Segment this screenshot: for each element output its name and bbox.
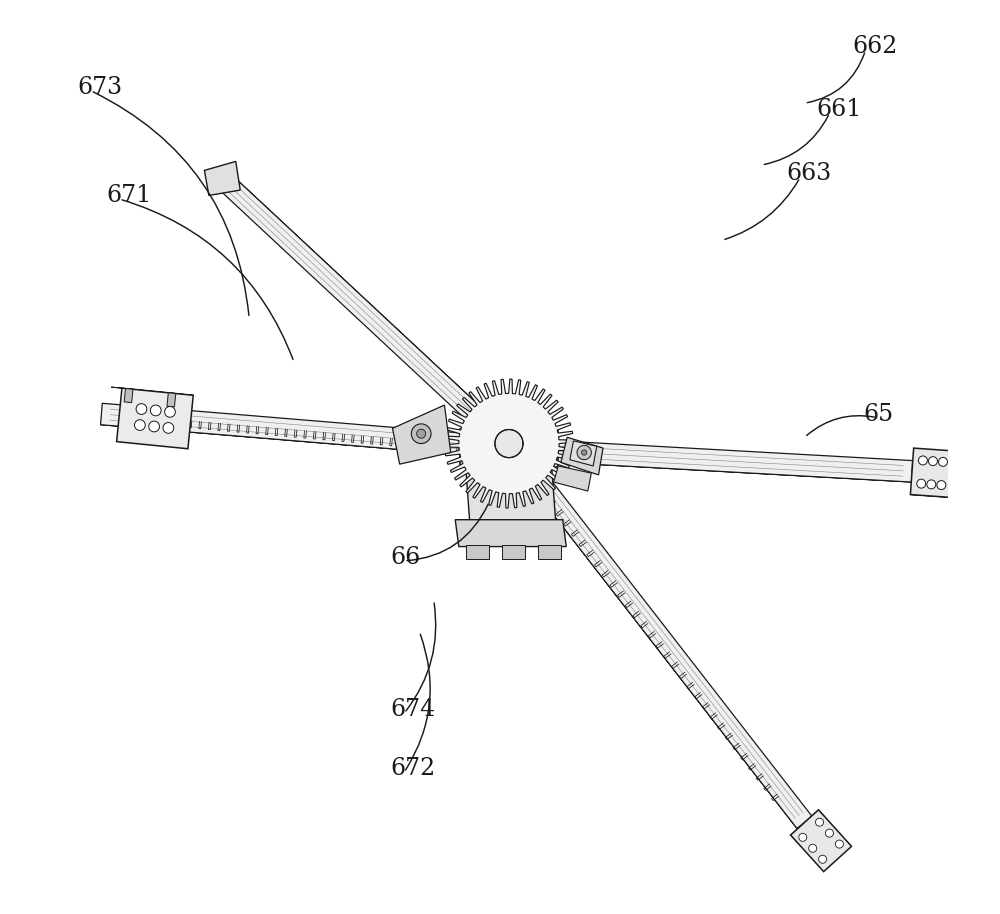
Circle shape (825, 829, 833, 837)
Circle shape (149, 421, 159, 431)
Circle shape (917, 479, 926, 488)
Polygon shape (393, 405, 451, 464)
Circle shape (815, 818, 824, 826)
Polygon shape (455, 520, 566, 547)
Text: 65: 65 (864, 402, 894, 426)
Circle shape (417, 430, 426, 438)
Circle shape (577, 445, 591, 460)
Circle shape (928, 457, 937, 465)
Text: 671: 671 (106, 184, 151, 207)
Polygon shape (224, 167, 493, 419)
Polygon shape (953, 452, 967, 498)
Polygon shape (117, 388, 193, 449)
Circle shape (918, 456, 927, 465)
Polygon shape (524, 476, 801, 834)
Circle shape (809, 845, 817, 853)
Polygon shape (124, 388, 133, 403)
Circle shape (819, 856, 827, 864)
Circle shape (134, 420, 145, 430)
Polygon shape (466, 471, 556, 520)
Polygon shape (444, 379, 573, 508)
Polygon shape (502, 545, 525, 559)
Text: 673: 673 (77, 76, 122, 99)
Text: 663: 663 (787, 163, 832, 186)
Polygon shape (216, 172, 493, 432)
Circle shape (163, 422, 174, 433)
Polygon shape (524, 464, 812, 828)
Polygon shape (204, 162, 240, 196)
Circle shape (939, 457, 947, 466)
Circle shape (835, 840, 843, 848)
Text: 662: 662 (852, 36, 897, 58)
Circle shape (411, 424, 431, 443)
Polygon shape (111, 388, 193, 395)
Polygon shape (791, 810, 852, 872)
Polygon shape (167, 393, 176, 407)
Polygon shape (526, 461, 919, 483)
Polygon shape (101, 425, 497, 458)
Circle shape (927, 480, 936, 489)
Circle shape (582, 450, 587, 455)
Circle shape (495, 430, 523, 458)
Polygon shape (554, 466, 591, 491)
Circle shape (165, 407, 175, 417)
Polygon shape (460, 430, 558, 467)
Polygon shape (101, 403, 492, 457)
Polygon shape (561, 437, 603, 475)
Polygon shape (466, 545, 489, 559)
Text: 674: 674 (391, 698, 436, 721)
Circle shape (937, 481, 946, 490)
Circle shape (799, 834, 807, 842)
Polygon shape (910, 494, 964, 498)
Text: 66: 66 (391, 546, 421, 569)
Text: 661: 661 (816, 98, 862, 121)
Polygon shape (538, 545, 561, 559)
Polygon shape (570, 441, 597, 466)
Polygon shape (910, 448, 954, 497)
Polygon shape (526, 439, 913, 482)
Polygon shape (791, 810, 825, 842)
Circle shape (136, 404, 147, 414)
Text: 672: 672 (391, 757, 436, 781)
Circle shape (150, 405, 161, 416)
